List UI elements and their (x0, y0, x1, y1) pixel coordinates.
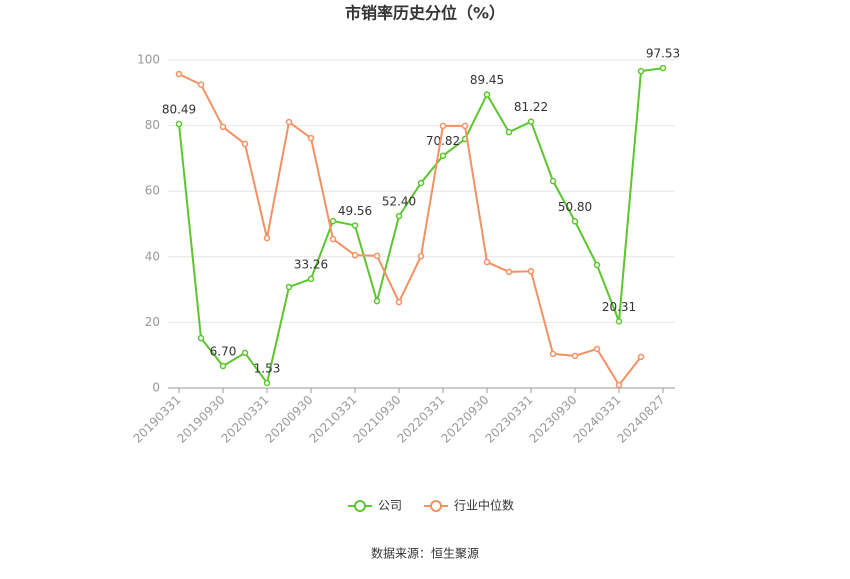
data-point (615, 381, 623, 389)
data-label: 49.56 (338, 204, 372, 218)
y-tick-label: 80 (145, 118, 160, 132)
data-point (417, 252, 425, 260)
data-point (307, 275, 315, 283)
data-point (571, 218, 579, 225)
data-point (395, 298, 403, 306)
data-point (637, 67, 645, 75)
data-point (439, 152, 447, 159)
data-point (351, 222, 359, 229)
data-point (197, 334, 205, 342)
data-label: 80.49 (162, 102, 196, 116)
data-point (461, 122, 469, 130)
data-label: 6.70 (210, 345, 237, 359)
data-point (637, 353, 645, 361)
legend-swatch (354, 500, 366, 512)
data-point (505, 268, 513, 276)
data-point (549, 177, 557, 185)
data-point (527, 267, 535, 275)
data-point (219, 123, 227, 131)
data-point (285, 283, 293, 291)
legend-swatch (430, 500, 443, 512)
data-point (483, 258, 491, 266)
data-point (175, 70, 183, 78)
data-point (197, 81, 205, 88)
data-point (175, 120, 183, 128)
legend-label: 公司 (378, 499, 402, 513)
data-label: 20.31 (602, 300, 636, 314)
data-point (351, 251, 359, 259)
x-tick-label: 20240827 (615, 393, 668, 446)
y-tick-label: 40 (145, 249, 160, 263)
data-point (483, 91, 491, 98)
data-label: 52.40 (382, 195, 416, 209)
data-point (373, 252, 381, 260)
source-note: 数据来源：恒生聚源 (371, 546, 479, 561)
data-point (593, 261, 601, 269)
data-label: 70.82 (426, 134, 460, 148)
data-point (373, 297, 381, 305)
data-point (395, 212, 403, 220)
chart-title: 市销率历史分位（%） (345, 4, 505, 23)
data-point (549, 350, 557, 358)
data-point (417, 179, 425, 187)
data-point (263, 379, 271, 387)
y-tick-label: 60 (145, 184, 160, 198)
data-point (505, 128, 513, 136)
data-point (571, 352, 579, 360)
data-label: 1.53 (254, 361, 281, 375)
data-label: 89.45 (470, 73, 504, 87)
data-point (219, 362, 227, 370)
data-point (593, 345, 601, 353)
data-point (241, 349, 249, 357)
y-tick-label: 0 (152, 381, 160, 395)
data-point (241, 140, 249, 148)
y-tick-label: 100 (137, 53, 160, 67)
data-point (329, 235, 337, 243)
data-point (527, 118, 535, 125)
data-label: 50.80 (558, 200, 592, 214)
data-label: 97.53 (646, 47, 680, 61)
series-line (178, 67, 664, 386)
data-point (263, 234, 271, 242)
y-tick-label: 20 (145, 315, 160, 329)
data-point (439, 122, 447, 130)
legend-label: 行业中位数 (454, 498, 514, 513)
series-line (178, 73, 642, 387)
data-label: 33.26 (294, 257, 328, 271)
data-point (307, 134, 315, 142)
data-point (329, 217, 337, 225)
data-point (615, 318, 623, 325)
data-point (285, 118, 293, 126)
data-label: 81.22 (514, 100, 548, 114)
data-point (659, 64, 667, 72)
